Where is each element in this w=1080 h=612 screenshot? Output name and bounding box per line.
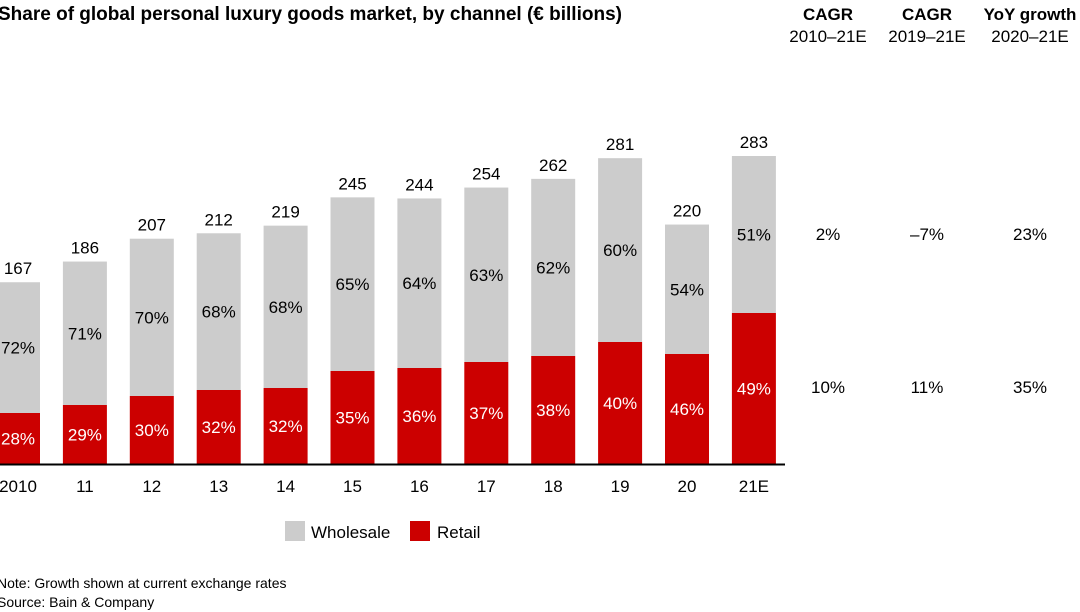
wholesale-share-label: 62% [536,258,570,277]
bar-wholesale [263,225,308,388]
retail-share-label: 29% [68,426,102,445]
legend-label-retail: Retail [437,523,480,542]
bar-wholesale [397,198,442,368]
total-label: 245 [338,174,366,193]
total-label: 207 [138,216,166,235]
total-label: 244 [405,175,433,194]
total-label: 283 [740,133,768,152]
bar-wholesale [464,187,509,362]
bar-retail [62,405,107,464]
bar-wholesale [0,282,40,413]
wholesale-share-label: 60% [603,241,637,260]
retail-share-label: 32% [202,418,236,437]
bar-wholesale [531,178,576,356]
x-tick-label: 19 [611,477,630,496]
bar-retail [129,396,174,464]
wholesale-share-label: 65% [335,275,369,294]
legend-label-wholesale: Wholesale [311,523,390,542]
x-tick-label: 2010 [0,477,37,496]
wholesale-share-label: 54% [670,280,704,299]
bar-retail [263,388,308,464]
col-title-1: CAGR [902,5,952,24]
wholesale-share-label: 64% [402,274,436,293]
bar-retail [665,354,709,464]
total-label: 262 [539,156,567,175]
bar-wholesale [731,156,776,313]
bar-retail [598,342,643,464]
bars: 167 72% 28% 2010 186 71% 29% 11 207 70% 30% 12 212 68… [0,133,776,496]
wholesale-share-label: 68% [269,298,303,317]
total-label: 167 [4,259,32,278]
bar-retail [0,413,40,464]
x-tick-label: 20 [678,477,697,496]
retail-share-label: 37% [469,404,503,423]
bar-wholesale [598,158,643,342]
legend: Wholesale Retail [285,521,480,542]
retail-share-label: 40% [603,394,637,413]
retail-share-label: 36% [402,407,436,426]
growth-table-header: CAGR 2010–21E CAGR 2019–21E YoY growth 2… [789,5,1076,46]
retail-share-label: 38% [536,401,570,420]
total-label: 186 [71,239,99,258]
retail-share-label: 32% [269,417,303,436]
x-tick-label: 11 [76,477,94,496]
retail-share-label: 35% [335,409,369,428]
wholesale-yoy: 23% [1013,225,1047,244]
retail-share-label: 30% [135,421,169,440]
chart-title: Share of global personal luxury goods ma… [0,4,622,25]
col-title-2: YoY growth [984,5,1077,24]
x-tick-label: 18 [544,477,563,496]
col-subtitle-0: 2010–21E [789,27,867,46]
x-tick-label: 21E [739,477,769,496]
col-title-0: CAGR [803,5,853,24]
x-tick-label: 12 [142,477,161,496]
wholesale-share-label: 71% [68,324,102,343]
total-label: 219 [271,203,299,222]
bar-retail [731,313,776,464]
x-tick-label: 16 [410,477,429,496]
wholesale-share-label: 68% [202,303,236,322]
x-tick-label: 13 [209,477,228,496]
bar-wholesale [129,238,174,396]
bar-retail [330,371,375,464]
retail-yoy: 35% [1013,378,1047,397]
x-tick-label: 14 [276,477,295,496]
retail-share-label: 28% [1,430,35,449]
bar-wholesale [196,233,241,390]
legend-swatch-retail [410,521,430,541]
retail-share-label: 46% [670,400,704,419]
bar-wholesale [665,224,709,354]
retail-cagr-2019-21: 11% [911,378,944,397]
wholesale-share-label: 51% [737,226,771,245]
x-tick-label: 17 [477,477,496,496]
wholesale-cagr-2019-21: –7% [910,225,944,244]
legend-swatch-wholesale [285,521,305,541]
footer-note: Note: Growth shown at current exchange r… [0,575,286,591]
col-subtitle-2: 2020–21E [991,27,1069,46]
bar-retail [196,390,241,464]
total-label: 254 [472,165,500,184]
retail-share-label: 49% [737,380,771,399]
growth-table-body: 2% –7% 23% 10% 11% 35% [811,225,1047,397]
x-tick-label: 15 [343,477,362,496]
col-subtitle-1: 2019–21E [888,27,966,46]
bar-retail [531,356,576,464]
total-label: 281 [606,135,634,154]
wholesale-cagr-2010-21: 2% [816,225,841,244]
wholesale-share-label: 70% [135,308,169,327]
footer-source: Source: Bain & Company [0,594,154,610]
wholesale-share-label: 72% [1,339,35,358]
bar-retail [464,362,509,464]
bar-retail [397,368,442,464]
total-label: 220 [673,202,701,221]
retail-cagr-2010-21: 10% [811,378,845,397]
wholesale-share-label: 63% [469,266,503,285]
bar-wholesale [330,197,375,371]
bar-wholesale [62,261,107,405]
total-label: 212 [205,210,233,229]
